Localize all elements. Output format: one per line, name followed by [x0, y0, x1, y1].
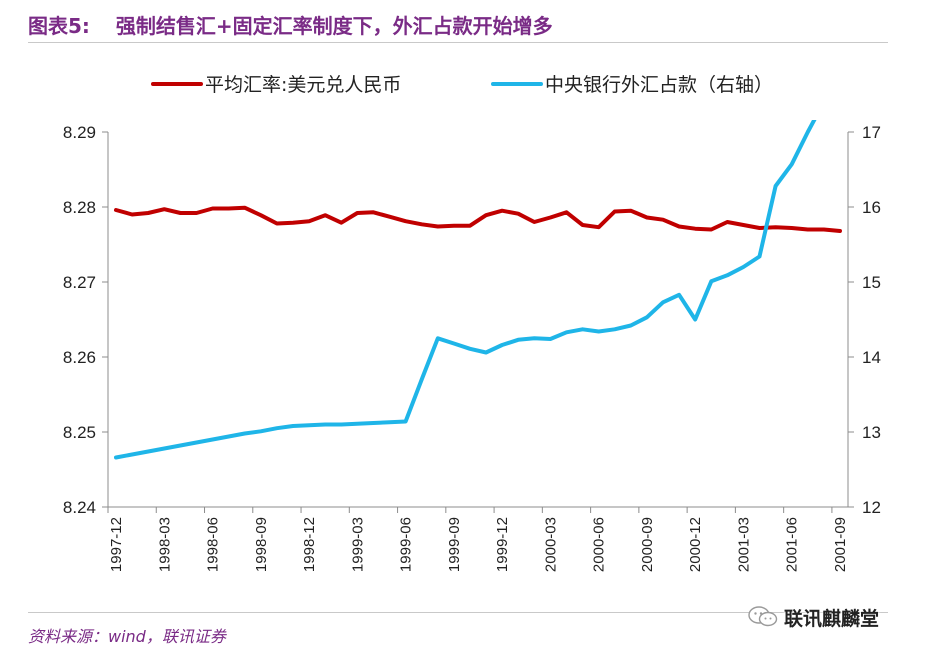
right-tick-label: 13 — [862, 423, 881, 442]
watermark: 联讯麒麟堂 — [748, 603, 879, 631]
right-tick-label: 16 — [862, 198, 881, 217]
x-tick-label: 2001-03 — [735, 517, 752, 572]
x-tick-label: 1999-03 — [349, 517, 366, 572]
chart-series — [116, 80, 840, 458]
left-tick-label: 8.25 — [63, 423, 96, 442]
right-tick-label: 17 — [862, 123, 881, 142]
x-tick-label: 2001-09 — [832, 517, 849, 572]
x-tick-label: 2000-06 — [591, 517, 608, 572]
left-tick-label: 8.26 — [63, 348, 96, 367]
chart-legend: 平均汇率:美元兑人民币 中央银行外汇占款（右轴） — [153, 74, 773, 96]
right-tick-label: 15 — [862, 273, 881, 292]
series-line-2 — [116, 80, 840, 458]
line-chart: 平均汇率:美元兑人民币 中央银行外汇占款（右轴） 8.24 8.25 8.26 8.27… — [0, 0, 937, 659]
x-tick-label: 1999-12 — [494, 517, 511, 572]
x-tick-label: 2001-06 — [784, 517, 801, 572]
x-tick-label: 1998-12 — [301, 517, 318, 572]
x-tick-label: 2000-03 — [542, 517, 559, 572]
left-tick-label: 8.29 — [63, 123, 96, 142]
x-tick-label: 1998-09 — [253, 517, 270, 572]
source-note: 资料来源：wind，联讯证券 — [28, 623, 226, 647]
wechat-icon — [748, 606, 778, 628]
watermark-text: 联讯麒麟堂 — [784, 604, 879, 631]
x-tick-label: 1998-06 — [205, 517, 222, 572]
x-tick-label: 2000-12 — [687, 517, 704, 572]
x-tick-label: 1997-12 — [108, 517, 125, 572]
x-tick-label: 1999-09 — [446, 517, 463, 572]
left-tick-label: 8.24 — [63, 498, 96, 517]
left-tick-label: 8.27 — [63, 273, 96, 292]
x-tick-label: 2000-09 — [639, 517, 656, 572]
right-tick-label: 12 — [862, 498, 881, 517]
x-tick-label: 1998-03 — [156, 517, 173, 572]
left-tick-label: 8.28 — [63, 198, 96, 217]
series-line-1 — [116, 208, 840, 231]
right-tick-label: 14 — [862, 348, 881, 367]
legend-label-2: 中央银行外汇占款（右轴） — [545, 74, 773, 96]
legend-label-1: 平均汇率:美元兑人民币 — [205, 74, 401, 96]
x-tick-label: 1999-06 — [398, 517, 415, 572]
